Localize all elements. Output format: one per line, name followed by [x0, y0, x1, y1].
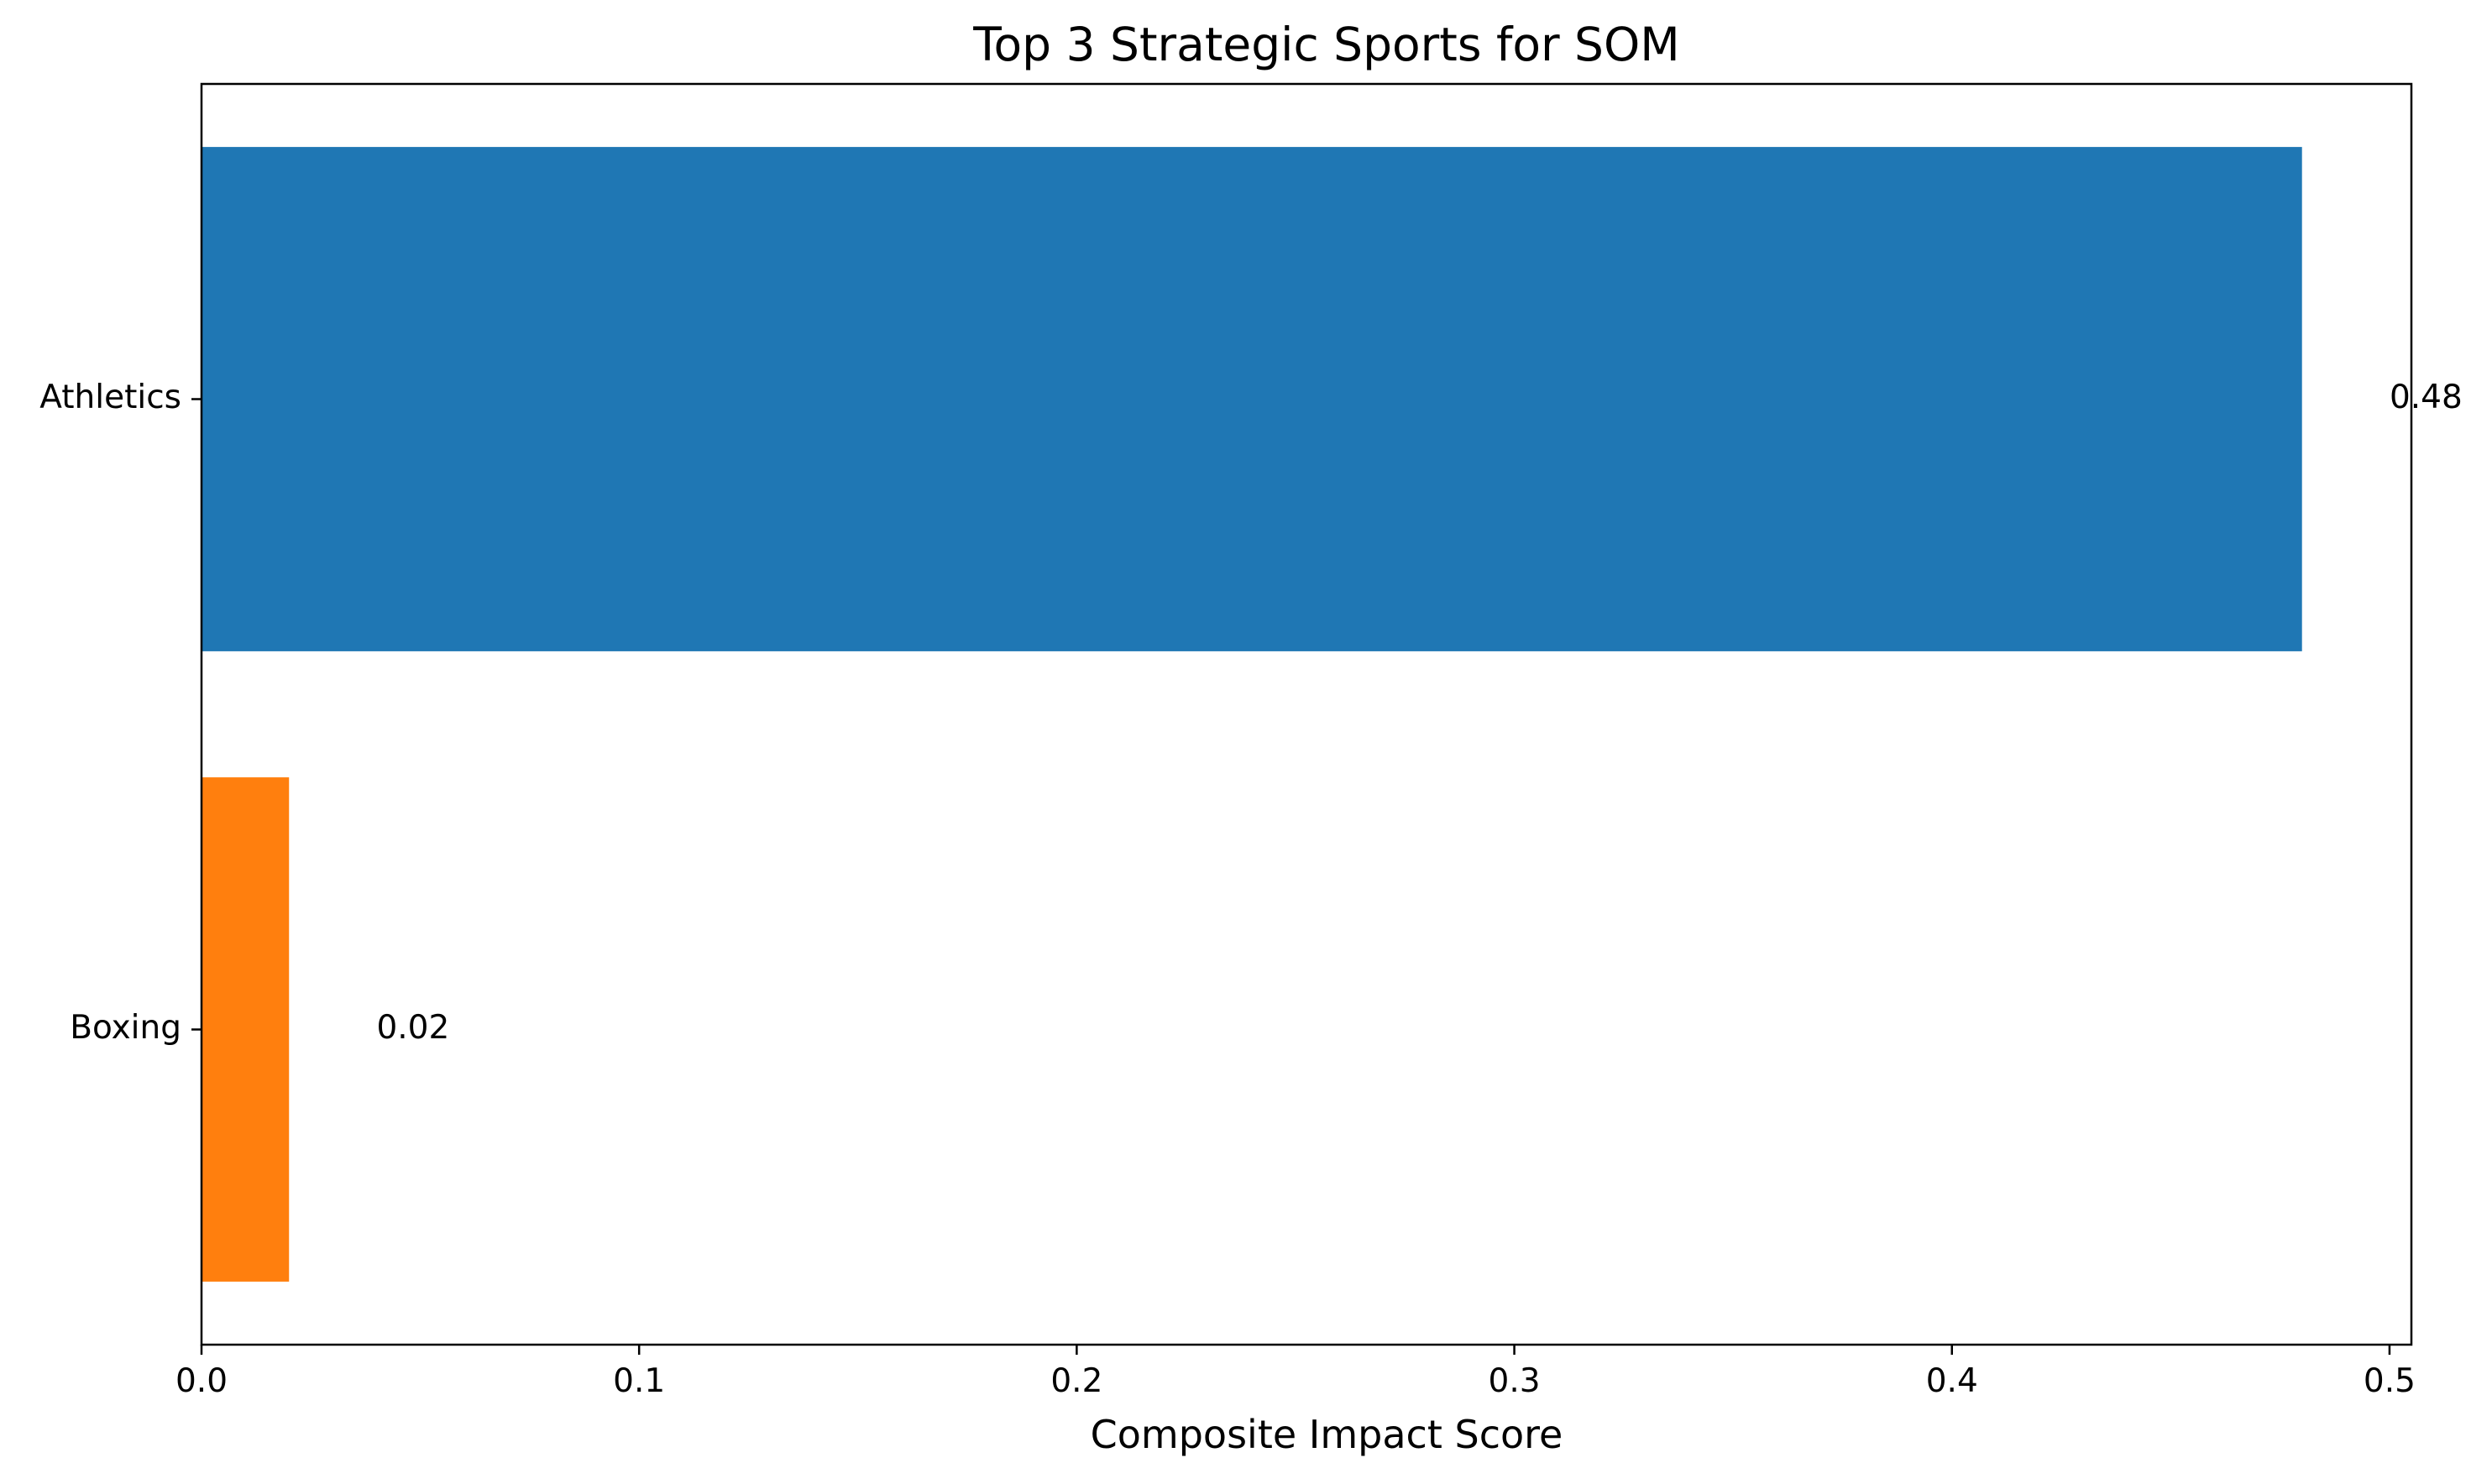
value-label-athletics: 0.48 — [2390, 379, 2463, 416]
x-tick-label: 0.2 — [1050, 1362, 1102, 1400]
y-axis: Athletics Boxing — [39, 379, 202, 1047]
x-tick-label: 0.0 — [175, 1362, 228, 1400]
x-tick-label: 0.3 — [1489, 1362, 1541, 1400]
x-tick-label: 0.4 — [1926, 1362, 1978, 1400]
x-tick-label: 0.1 — [613, 1362, 665, 1400]
value-label-boxing: 0.02 — [376, 1009, 449, 1047]
bar-boxing — [202, 777, 290, 1282]
value-labels-layer: 0.48 0.02 — [376, 379, 2462, 1047]
y-tick-label: Boxing — [70, 1009, 181, 1047]
x-tick-label: 0.5 — [2364, 1362, 2416, 1400]
x-axis-label: Composite Impact Score — [1091, 1412, 1563, 1457]
chart-title: Top 3 Strategic Sports for SOM — [972, 18, 1679, 71]
bars-layer — [202, 147, 2302, 1282]
bar-athletics — [202, 147, 2302, 651]
x-axis: 0.0 0.1 0.2 0.3 0.4 0.5 — [175, 1345, 2416, 1400]
y-tick-label: Athletics — [39, 379, 181, 416]
plot-frame — [200, 82, 2413, 1346]
